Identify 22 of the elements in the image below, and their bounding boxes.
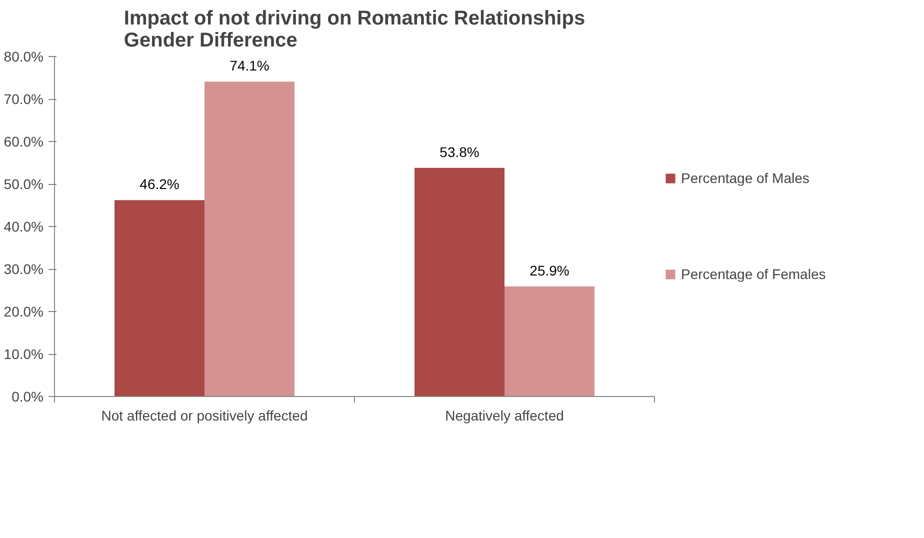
y-tick-label: 0.0% xyxy=(12,388,44,404)
data-label: 74.1% xyxy=(230,58,270,74)
bar xyxy=(204,82,294,396)
chart-title: Impact of not driving on Romantic Relationships Gender Difference xyxy=(124,8,586,52)
y-tick-label: 80.0% xyxy=(4,48,44,64)
data-label: 46.2% xyxy=(140,176,180,192)
x-tick-label: Negatively affected xyxy=(445,408,564,424)
legend-label: Percentage of Females xyxy=(681,266,826,282)
y-tick-label: 40.0% xyxy=(4,218,44,234)
y-tick-label: 20.0% xyxy=(4,304,44,320)
y-tick-label: 60.0% xyxy=(4,134,44,150)
legend-label: Percentage of Males xyxy=(681,170,810,186)
y-tick-label: 30.0% xyxy=(4,261,44,277)
y-tick-label: 10.0% xyxy=(4,346,44,362)
data-label: 53.8% xyxy=(440,144,480,160)
data-label: 25.9% xyxy=(530,262,570,278)
bar xyxy=(504,286,594,396)
bar xyxy=(414,168,504,396)
bar xyxy=(114,200,204,396)
y-tick-label: 50.0% xyxy=(4,176,44,192)
x-tick-label: Not affected or positively affected xyxy=(101,408,308,424)
y-tick-label: 70.0% xyxy=(4,91,44,107)
